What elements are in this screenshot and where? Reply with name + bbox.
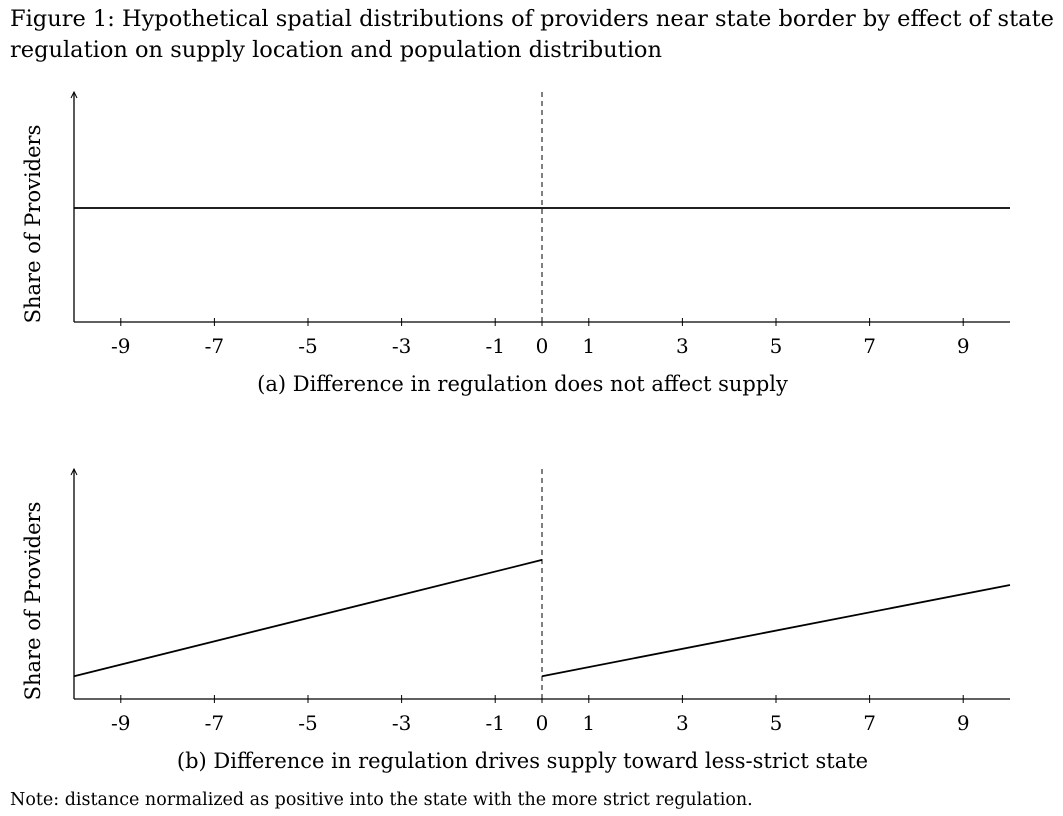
figure-title: Figure 1: Hypothetical spatial distribut… [10, 6, 1054, 63]
chart-b-y-axis-arrow [70, 467, 78, 476]
chart-b-xtick-label: 1 [582, 711, 595, 735]
chart-a-ylabel: Share of Providers [21, 125, 45, 324]
chart-b-xtick-label: -7 [205, 711, 224, 735]
chart-b-xtick-label: -9 [111, 711, 130, 735]
chart-b-xtick-label: -1 [485, 711, 504, 735]
chart-a-svg: Share of Providers -9 -7 -5 -3 -1 0 1 3 5 7 9 [21, 90, 1010, 358]
chart-b-xtick-label: -5 [298, 711, 317, 735]
figure-note: Note: distance normalized as positive in… [10, 790, 753, 810]
chart-a-xtick-label: -5 [298, 334, 317, 358]
chart-b-xtick-label: 0 [536, 711, 549, 735]
chart-a-xtick-label: 5 [770, 334, 783, 358]
chart-a-xtick-label: 7 [863, 334, 876, 358]
chart-b-xtick-label: 7 [863, 711, 876, 735]
chart-a-xtick-label: 0 [536, 334, 549, 358]
chart-a-y-axis-arrow [70, 90, 78, 99]
chart-b-svg: Share of Providers -9 -7 -5 -3 -1 0 1 3 5 7 9 [21, 467, 1011, 735]
chart-a-xtick-label: 9 [957, 334, 970, 358]
chart-a-xtick-label: -9 [111, 334, 130, 358]
chart-a-caption: (a) Difference in regulation does not af… [257, 372, 788, 396]
chart-b-xtick-label: -3 [392, 711, 411, 735]
chart-panel-b: Share of Providers -9 -7 -5 -3 -1 0 1 3 5 7 9 (b) D… [0, 465, 1063, 775]
chart-b-caption: (b) Difference in regulation drives supp… [176, 749, 869, 773]
chart-a-xtick-label: 3 [676, 334, 689, 358]
chart-a-xtick-label: -3 [392, 334, 411, 358]
chart-b-xtick-label: 3 [676, 711, 689, 735]
chart-b-series-line-1 [73, 559, 543, 678]
chart-b-xtick-label: 9 [957, 711, 970, 735]
chart-b-ylabel: Share of Providers [21, 502, 45, 701]
chart-b-series-line-2 [541, 584, 1011, 678]
chart-a-xtick-label: -7 [205, 334, 224, 358]
chart-b-xtick-label: 5 [770, 711, 783, 735]
chart-a-xtick-label: -1 [485, 334, 504, 358]
chart-a-xtick-label: 1 [582, 334, 595, 358]
chart-panel-a: Share of Providers -9 -7 -5 -3 -1 0 1 3 5 7 9 (a) D… [0, 88, 1063, 398]
